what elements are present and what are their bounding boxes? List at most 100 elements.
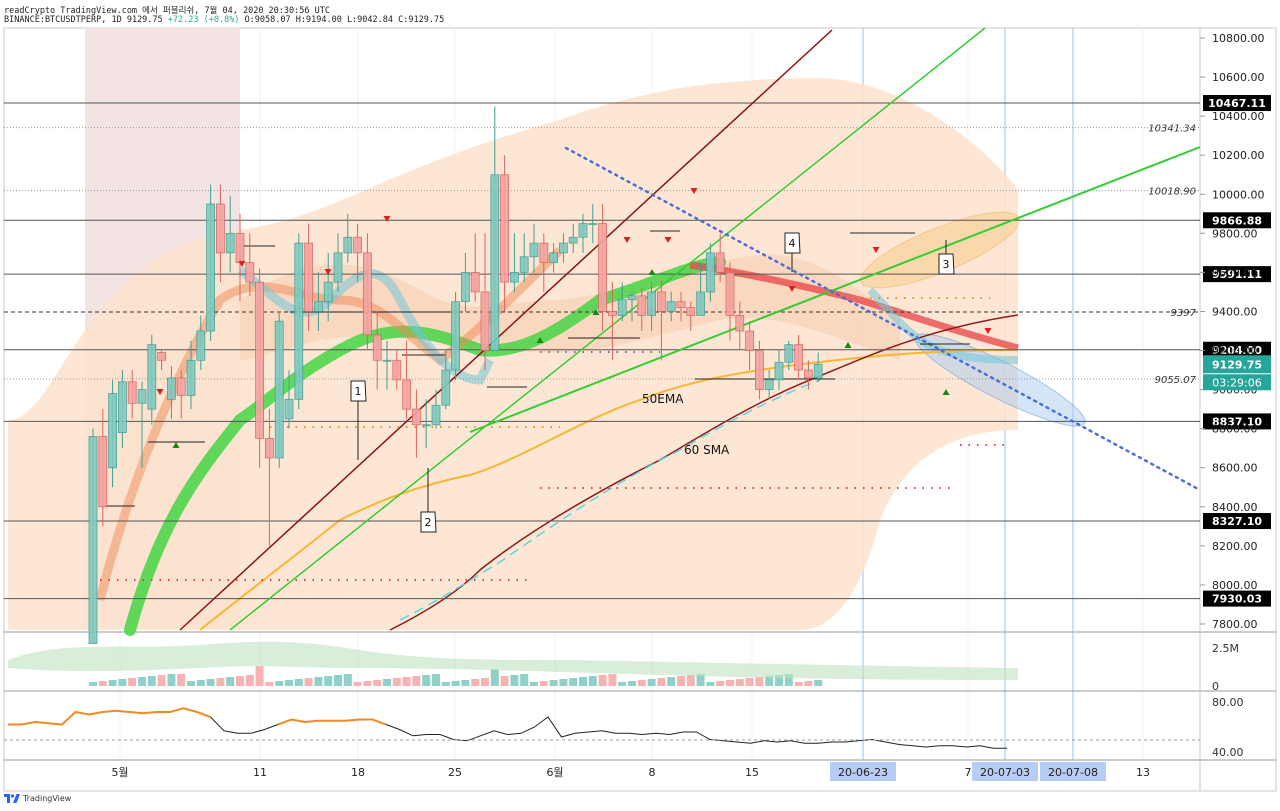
candle-body [745, 330, 754, 351]
candle-body [157, 352, 167, 361]
candle-body [706, 252, 715, 293]
trendlines [100, 27, 1202, 631]
volume-bar [147, 676, 156, 686]
sell-signal-triangle [788, 286, 796, 292]
volume-bar [451, 681, 460, 686]
volume-bar [265, 682, 274, 686]
time-tick-label: 20-06-23 [838, 766, 888, 779]
sell-signal-triangle [623, 237, 631, 243]
candle-body [372, 334, 382, 361]
level-tag [1203, 212, 1271, 229]
volume-tick: 2.5M [1212, 642, 1239, 655]
level-note: 9055.07 [1155, 375, 1197, 386]
volume-bar [157, 675, 166, 686]
level-tag [1203, 513, 1271, 530]
callout-2-box [420, 511, 437, 533]
current-price-tag [1203, 355, 1271, 374]
level-tag-label: 7930.03 [1212, 593, 1262, 606]
candle-body [431, 404, 441, 426]
time-tick-label: 20-07-03 [980, 766, 1030, 779]
tradingview-brand: TradingView [23, 794, 72, 803]
candle-body [343, 236, 353, 254]
candle-body [313, 301, 323, 312]
volume-bar [696, 674, 705, 686]
volume-bar [383, 679, 391, 686]
level-tag [1203, 590, 1271, 607]
volume-bar [138, 677, 146, 686]
candle-body [264, 438, 274, 459]
volume-bar [285, 680, 293, 686]
volume-bar [706, 682, 715, 686]
candle-body [647, 291, 656, 316]
volume-bar [206, 679, 215, 686]
volume-tick: 0 [1212, 680, 1219, 693]
level-tag [1203, 341, 1271, 358]
volume-bar [539, 681, 548, 686]
volume-bar [353, 682, 362, 686]
volume-bar [775, 675, 783, 686]
label-60sma: 60 SMA [684, 443, 730, 457]
candle-body [333, 252, 343, 283]
buy-signal-triangle [942, 389, 950, 395]
price-tick-label: 8800.00 [1212, 423, 1258, 436]
rsi-tick: 40.00 [1212, 746, 1244, 759]
candle-body [509, 271, 519, 283]
candle-body [411, 408, 421, 426]
candle-body [588, 223, 598, 225]
sell-signal-triangle [156, 389, 164, 395]
volume-bar [647, 679, 656, 686]
symbol-legend: BINANCE:BTCUSDTPERP, 1D 9129.75 +72.23 (… [4, 15, 444, 25]
volume-bar [314, 677, 323, 686]
callout-4-label: 4 [789, 237, 796, 250]
candle-body [245, 262, 255, 283]
candle-body [608, 311, 617, 316]
volume-bar [481, 678, 489, 686]
trendline-green-shallow [469, 146, 1201, 433]
volume-bar [549, 680, 558, 686]
candle-body [392, 359, 402, 381]
candle-body [215, 203, 225, 254]
level-tag-label: 9204.00 [1212, 344, 1262, 357]
last-price: 9129.75 [126, 15, 163, 25]
sma60-cyan-segments [399, 379, 821, 621]
candle-body [519, 256, 529, 273]
volume-bar [324, 676, 333, 686]
price-tick-label: 8000.00 [1212, 579, 1258, 592]
level-tag-label: 9591.11 [1212, 268, 1262, 281]
volume-bar [735, 679, 744, 686]
candle-body [460, 271, 470, 303]
price-tick-label: 10600.00 [1212, 71, 1265, 84]
volume-bar [294, 679, 303, 686]
candle-body [735, 314, 745, 332]
callout-1-box [350, 380, 367, 402]
candle-body [323, 281, 333, 303]
horizontal-levels: 10467.11 10341.34 10018.90 9866.88 9591.11 93… [4, 95, 1271, 607]
price-tick-label: 10800.00 [1212, 32, 1265, 45]
volume-bar [275, 681, 284, 686]
price-tick-label: 10000.00 [1212, 188, 1265, 201]
volume-bar [128, 678, 137, 686]
date-tag [972, 762, 1038, 781]
level-tag [1203, 413, 1271, 430]
volume-bar [461, 680, 470, 686]
candle-body [118, 381, 127, 433]
candle-body [421, 424, 431, 427]
volume-bar [667, 677, 676, 686]
volume-bar [726, 680, 734, 686]
rsi-overbought-segment [8, 707, 211, 726]
candle-body [784, 344, 794, 363]
time-tick-label: 11 [253, 766, 267, 779]
callout-3-label: 3 [943, 258, 950, 271]
volume-bar [755, 677, 764, 686]
candle-body [549, 252, 558, 264]
volume-bar [236, 676, 244, 686]
candle-body [804, 369, 813, 379]
ema50-line [199, 349, 1019, 631]
countdown-tag [1203, 374, 1271, 391]
candle-body [490, 174, 500, 351]
level-tag-label: 8837.10 [1212, 415, 1262, 428]
volume-bar [745, 678, 754, 686]
time-tick-label: 18 [351, 766, 365, 779]
time-tick-label: 7 [965, 766, 972, 779]
